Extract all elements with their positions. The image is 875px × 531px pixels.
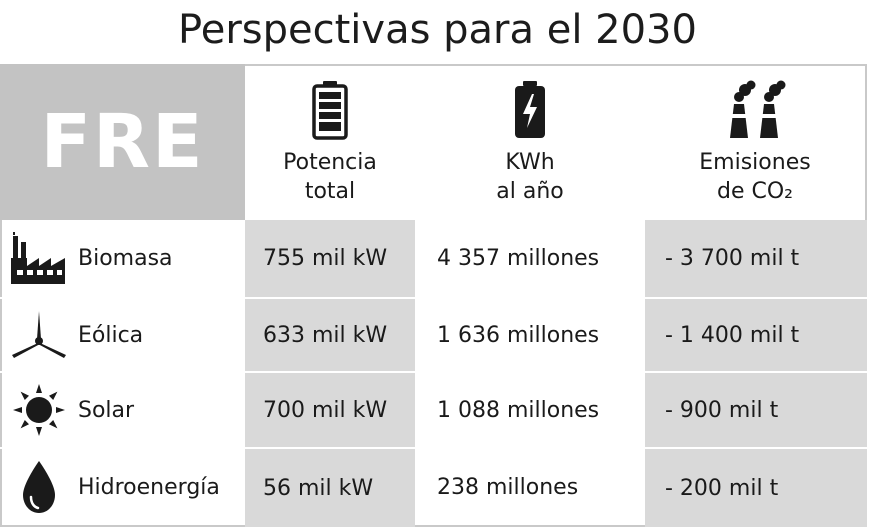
- table-cell: 755 mil kW: [245, 220, 415, 297]
- column-header-emisiones-line1: Emisiones: [699, 150, 811, 175]
- table-cell: - 900 mil t: [645, 373, 867, 447]
- corner-label: FRE: [0, 64, 245, 220]
- water-drop-icon: [10, 458, 68, 516]
- table-cell: 56 mil kW: [245, 449, 415, 527]
- table-cell: - 1 400 mil t: [645, 299, 867, 371]
- column-header-kwh-line2: al año: [496, 179, 564, 204]
- factory-icon: [10, 230, 68, 288]
- charging-battery-icon: [515, 81, 545, 138]
- column-header-potencia-line2: total: [304, 179, 356, 204]
- table-row-label: Solar: [0, 373, 245, 447]
- table-row-label: Eólica: [0, 299, 245, 371]
- table-cell: 633 mil kW: [245, 299, 415, 371]
- table-cell: - 200 mil t: [645, 449, 867, 527]
- wind-turbine-icon: [10, 306, 68, 364]
- row-label-text: Biomasa: [78, 246, 173, 271]
- table-row-label: Biomasa: [0, 220, 245, 297]
- row-label-text: Hidroenergía: [78, 474, 220, 500]
- page-title: Perspectivas para el 2030: [178, 7, 697, 53]
- column-header-kwh-line1: KWh: [505, 150, 555, 175]
- smokestack-icon: [730, 80, 786, 138]
- table-cell: 700 mil kW: [245, 373, 415, 447]
- column-header-potencia: Potencia total: [245, 64, 415, 220]
- data-table: FRE Potencia total KWh al año: [0, 64, 875, 531]
- column-header-emisiones-line2: de CO₂: [717, 179, 793, 204]
- column-header-potencia-line1: Potencia: [283, 150, 377, 175]
- table-cell: 4 357 millones: [415, 220, 645, 297]
- row-label-text: Solar: [78, 397, 135, 423]
- table-row-label: Hidroenergía: [0, 449, 245, 527]
- column-header-emisiones: Emisiones de CO₂: [645, 64, 867, 220]
- battery-icon: [312, 81, 348, 140]
- row-label-text: Eólica: [78, 322, 144, 348]
- table-cell: 1 088 millones: [415, 373, 645, 447]
- table-cell: 1 636 millones: [415, 299, 645, 371]
- column-header-kwh: KWh al año: [415, 64, 645, 220]
- sun-icon: [10, 381, 68, 439]
- table-cell: - 3 700 mil t: [645, 220, 867, 297]
- table-cell: 238 millones: [415, 449, 645, 527]
